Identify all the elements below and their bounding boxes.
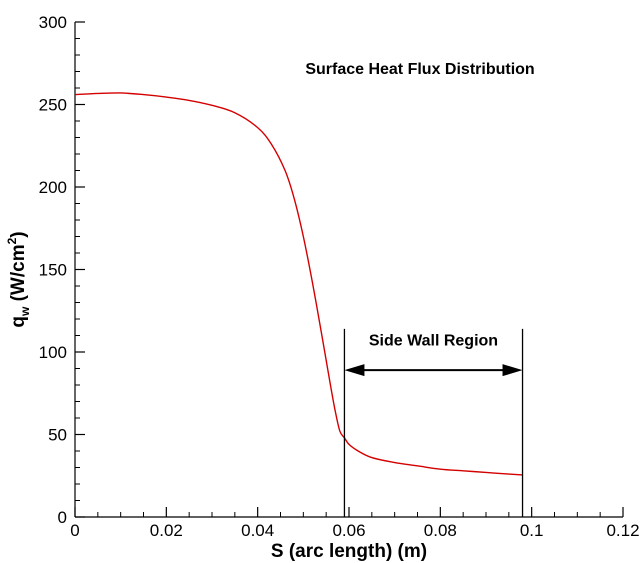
y-tick-label: 50 [48,426,67,445]
y-tick-label: 250 [39,96,67,115]
y-label-superscript: 2 [5,237,19,244]
y-label-units-open: (W/cm [8,244,29,306]
x-axis-label: S (arc length) (m) [271,541,427,562]
side-wall-region-label: Side Wall Region [369,332,498,349]
y-axis-label: qw (W/cm2) [5,231,32,327]
x-tick-label: 0.12 [606,521,639,540]
y-label-units-close: ) [8,231,29,237]
heat-flux-line [74,92,523,476]
chart-title: Surface Heat Flux Distribution [305,61,534,78]
arrow-head-right [502,364,523,377]
x-tick-label: 0 [70,521,79,540]
y-tick-label: 200 [39,178,67,197]
x-tick-label: 0.08 [424,521,457,540]
y-tick-label: 100 [39,343,67,362]
y-ticks [75,21,85,518]
y-tick-label: 0 [58,508,67,527]
x-tick-label: 0.1 [520,521,544,540]
y-label-main: q [8,316,29,328]
x-ticks [74,507,624,517]
y-label-subscript: w [18,306,32,317]
arrow-head-left [344,364,365,377]
x-tick-labels: 0 0.02 0.04 0.06 0.08 0.1 0.12 [70,521,639,540]
x-tick-label: 0.02 [150,521,183,540]
side-wall-region-annotation: Side Wall Region [343,328,524,517]
y-tick-label: 300 [39,13,67,32]
y-tick-labels: 0 50 100 150 200 250 300 [39,13,67,527]
x-tick-label: 0.06 [332,521,365,540]
x-tick-label: 0.04 [241,521,274,540]
y-tick-label: 150 [39,261,67,280]
